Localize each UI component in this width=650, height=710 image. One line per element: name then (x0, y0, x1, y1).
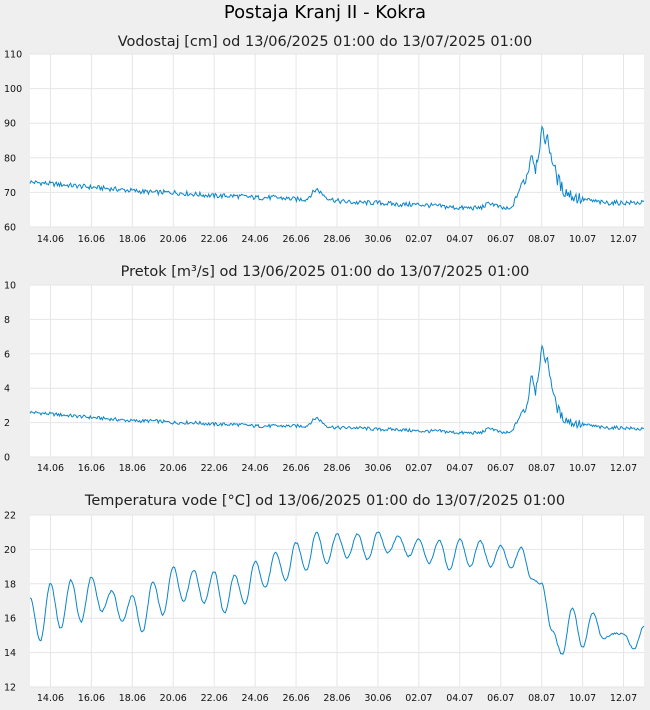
y-tick-label: 10 (4, 281, 16, 292)
x-tick-label: 24.06 (242, 693, 269, 704)
x-tick-label: 20.06 (160, 693, 187, 704)
y-tick-label: 70 (4, 188, 16, 199)
x-tick-label: 22.06 (201, 463, 228, 474)
x-tick-label: 10.07 (569, 234, 596, 245)
x-tick-label: 06.07 (487, 693, 514, 704)
x-tick-label: 12.07 (610, 463, 637, 474)
x-tick-label: 06.07 (487, 463, 514, 474)
y-tick-label: 6 (4, 349, 10, 360)
y-tick-label: 16 (4, 614, 16, 625)
page-title: Postaja Kranj II - Kokra (223, 2, 427, 23)
chart-title: Vodostaj [cm] od 13/06/2025 01:00 do 13/… (118, 34, 532, 50)
x-tick-label: 04.07 (446, 693, 473, 704)
y-tick-label: 100 (4, 84, 22, 95)
x-tick-label: 22.06 (201, 234, 228, 245)
x-tick-label: 14.06 (37, 234, 64, 245)
chart-title: Pretok [m³/s] od 13/06/2025 01:00 do 13/… (121, 264, 530, 280)
y-tick-label: 22 (4, 511, 16, 522)
x-tick-label: 28.06 (323, 463, 350, 474)
x-tick-label: 08.07 (528, 234, 555, 245)
x-tick-label: 26.06 (282, 463, 309, 474)
x-tick-label: 18.06 (119, 463, 146, 474)
x-tick-label: 24.06 (242, 463, 269, 474)
series-line (29, 343, 645, 436)
x-tick-label: 30.06 (364, 463, 391, 474)
x-tick-label: 10.07 (569, 693, 596, 704)
x-tick-label: 18.06 (119, 693, 146, 704)
y-tick-label: 18 (4, 579, 16, 590)
x-tick-label: 08.07 (528, 463, 555, 474)
x-tick-label: 02.07 (405, 693, 432, 704)
chart-title: Temperatura vode [°C] od 13/06/2025 01:0… (84, 493, 565, 509)
y-tick-label: 8 (4, 315, 10, 326)
y-tick-label: 20 (4, 545, 16, 556)
x-tick-label: 18.06 (119, 234, 146, 245)
x-tick-label: 14.06 (37, 463, 64, 474)
x-tick-label: 30.06 (364, 234, 391, 245)
y-tick-label: 90 (4, 119, 16, 130)
series-line (29, 124, 645, 212)
x-tick-label: 02.07 (405, 463, 432, 474)
x-tick-label: 10.07 (569, 463, 596, 474)
x-tick-label: 12.07 (610, 234, 637, 245)
x-tick-label: 26.06 (282, 234, 309, 245)
y-tick-label: 60 (4, 223, 16, 234)
y-tick-label: 12 (4, 683, 16, 694)
x-tick-label: 16.06 (78, 463, 105, 474)
x-tick-label: 16.06 (78, 693, 105, 704)
x-tick-label: 04.07 (446, 234, 473, 245)
x-tick-label: 22.06 (201, 693, 228, 704)
y-tick-label: 110 (4, 50, 22, 61)
series-line (29, 531, 645, 655)
x-tick-label: 08.07 (528, 693, 555, 704)
x-tick-label: 14.06 (37, 693, 64, 704)
chart-water-temperature: Temperatura vode [°C] od 13/06/2025 01:0… (4, 493, 645, 704)
x-tick-label: 30.06 (364, 693, 391, 704)
y-tick-label: 14 (4, 648, 16, 659)
x-tick-label: 28.06 (323, 234, 350, 245)
x-tick-label: 12.07 (610, 693, 637, 704)
x-tick-label: 04.07 (446, 463, 473, 474)
y-tick-label: 0 (4, 453, 10, 464)
y-tick-label: 4 (4, 384, 10, 395)
x-tick-label: 02.07 (405, 234, 432, 245)
x-tick-label: 20.06 (160, 463, 187, 474)
x-tick-label: 20.06 (160, 234, 187, 245)
x-tick-label: 06.07 (487, 234, 514, 245)
x-tick-label: 28.06 (323, 693, 350, 704)
x-tick-label: 24.06 (242, 234, 269, 245)
chart-discharge: Pretok [m³/s] od 13/06/2025 01:00 do 13/… (4, 264, 645, 474)
y-tick-label: 2 (4, 418, 10, 429)
y-tick-label: 80 (4, 153, 16, 164)
chart-water-level: Vodostaj [cm] od 13/06/2025 01:00 do 13/… (4, 34, 645, 245)
x-tick-label: 16.06 (78, 234, 105, 245)
x-tick-label: 26.06 (282, 693, 309, 704)
